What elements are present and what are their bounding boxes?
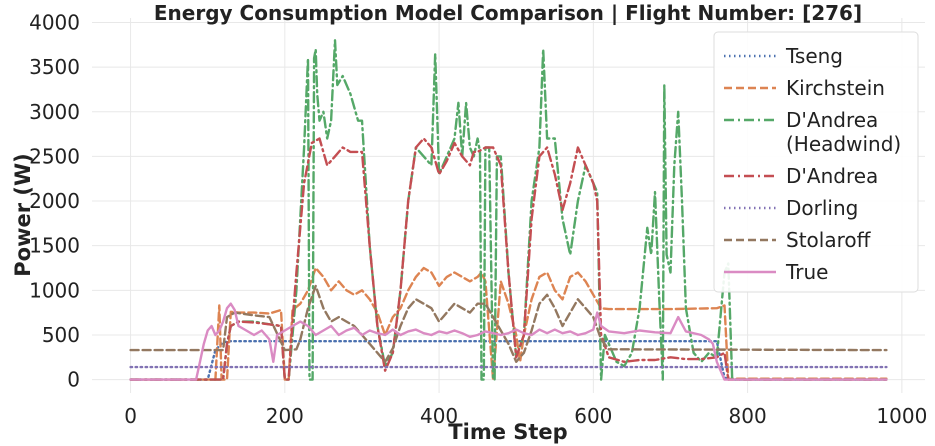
legend-box: [713, 31, 919, 293]
y-tick-label: 500: [42, 323, 80, 347]
tick-labels: 0 200 400 600 800 1000 0 500 1000 1500 2000 2500 300…: [29, 10, 927, 428]
legend-label: Dorling: [786, 196, 858, 220]
series-line-stolaroff: [129, 284, 888, 363]
x-tick-label: 0: [124, 404, 137, 428]
y-tick-label: 0: [67, 368, 80, 392]
legend-label: True: [785, 260, 828, 284]
series-line-d-andrea: [129, 137, 888, 381]
y-tick-label: 3000: [29, 100, 80, 124]
chart-title: Energy Consumption Model Comparison | Fl…: [154, 1, 862, 25]
x-tick-label: 1000: [876, 404, 927, 428]
x-tick-label: 200: [266, 404, 304, 428]
x-tick-label: 400: [420, 404, 458, 428]
legend-label: Stolaroff: [786, 228, 872, 252]
legend: Tseng Kirchstein D'Andrea (Headwind) D'Andre…: [713, 31, 919, 293]
series-lines: [129, 39, 888, 381]
legend-label: D'Andrea (Headwind): [786, 108, 901, 156]
x-tick-label: 800: [729, 404, 767, 428]
y-tick-label: 3500: [29, 55, 80, 79]
y-tick-label: 2000: [29, 189, 80, 213]
legend-label: D'Andrea: [786, 164, 878, 188]
y-tick-label: 4000: [29, 10, 80, 34]
legend-label: Kirchstein: [786, 76, 885, 100]
x-tick-label: 600: [574, 404, 612, 428]
series-line-tseng: [129, 340, 888, 381]
x-axis-label: Time Step: [448, 420, 567, 444]
y-tick-label: 1000: [29, 278, 80, 302]
series-line-true: [129, 302, 888, 381]
y-tick-label: 2500: [29, 144, 80, 168]
y-tick-label: 1500: [29, 234, 80, 258]
legend-label: Tseng: [785, 44, 843, 68]
series-line-d-andrea-headwind: [129, 39, 888, 381]
y-axis-label: Power (W): [11, 153, 35, 277]
